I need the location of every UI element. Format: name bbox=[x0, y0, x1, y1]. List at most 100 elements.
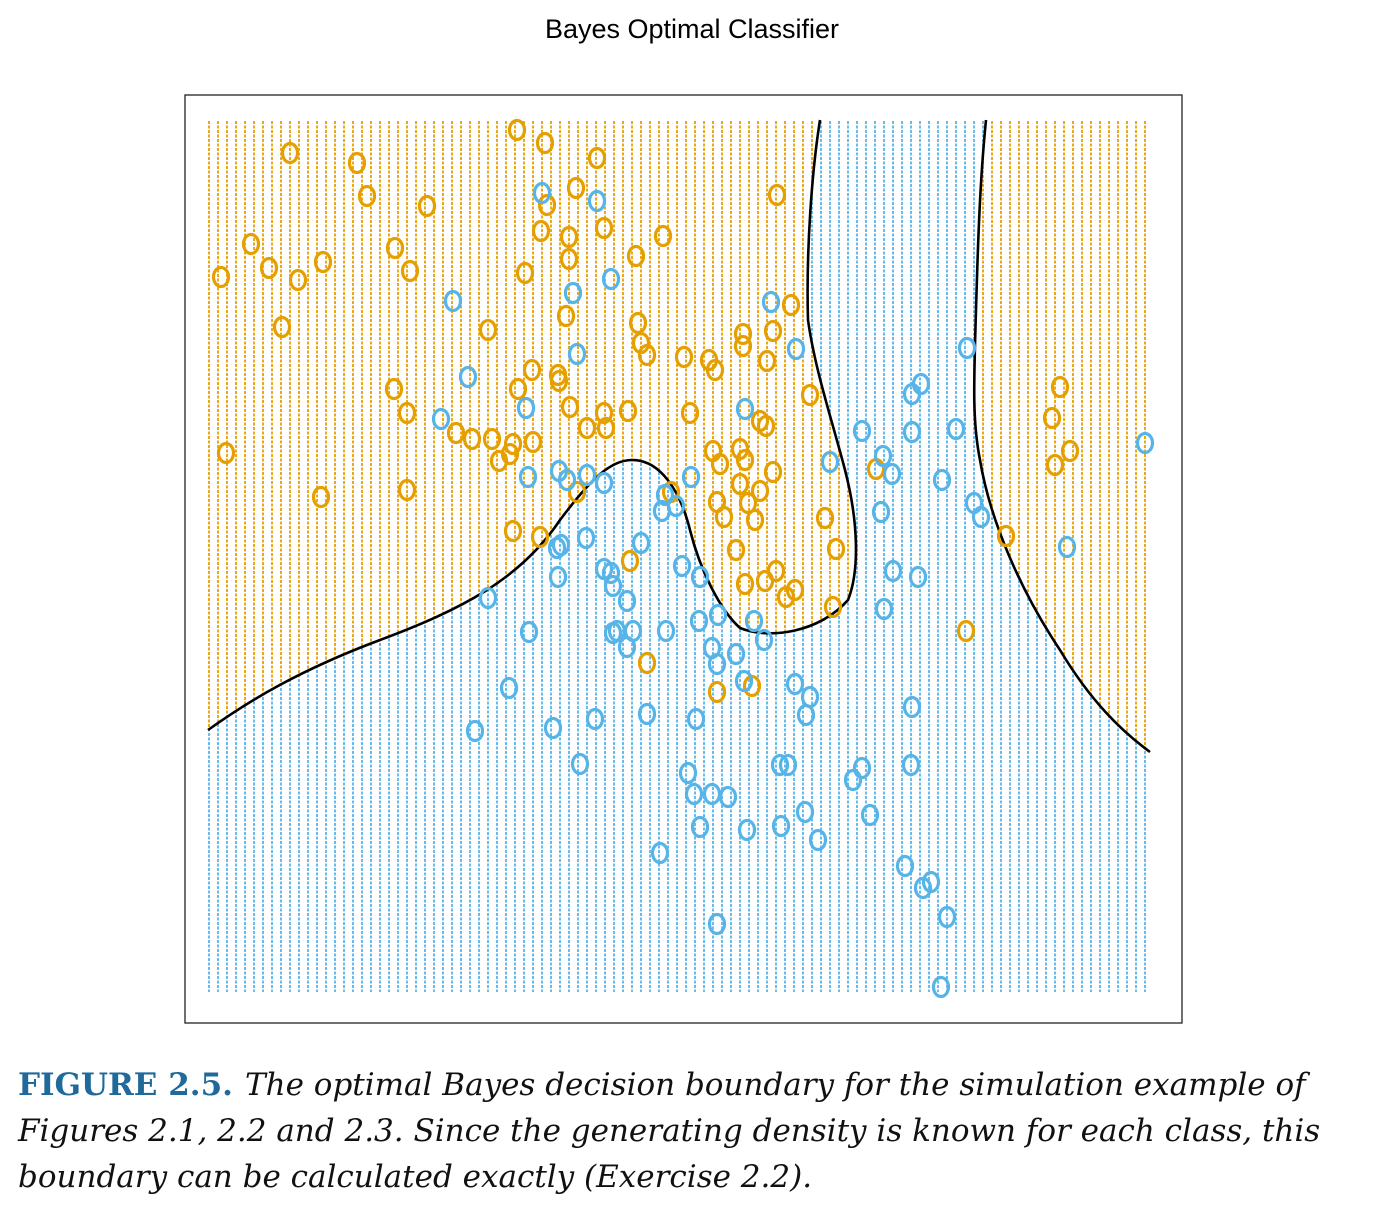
data-point-blue-23 bbox=[577, 463, 597, 487]
data-point-blue-93 bbox=[913, 876, 933, 900]
data-point-orange-87 bbox=[776, 585, 796, 609]
data-point-orange-88 bbox=[823, 595, 843, 619]
data-point-orange-13 bbox=[559, 225, 579, 249]
data-point-blue-46 bbox=[548, 565, 568, 589]
data-point-orange-17 bbox=[559, 247, 579, 271]
data-point-blue-38 bbox=[1057, 535, 1077, 559]
data-point-orange-18 bbox=[626, 244, 646, 268]
data-point-orange-32 bbox=[733, 334, 753, 358]
data-point-blue-69 bbox=[637, 702, 657, 726]
data-point-blue-44 bbox=[883, 559, 903, 583]
data-point-blue-1 bbox=[587, 189, 607, 213]
data-point-orange-44 bbox=[397, 401, 417, 425]
data-point-orange-78 bbox=[503, 519, 523, 543]
data-point-orange-41 bbox=[384, 377, 404, 401]
data-point-orange-25 bbox=[556, 304, 576, 328]
data-point-orange-62 bbox=[710, 452, 730, 476]
data-point-orange-67 bbox=[730, 472, 750, 496]
data-point-blue-5 bbox=[443, 289, 463, 313]
data-point-orange-55 bbox=[482, 427, 502, 451]
data-point-orange-8 bbox=[767, 183, 787, 207]
data-point-blue-70 bbox=[585, 707, 605, 731]
data-point-orange-95 bbox=[1045, 453, 1065, 477]
data-point-orange-60 bbox=[730, 437, 750, 461]
data-point-orange-79 bbox=[530, 525, 550, 549]
data-point-orange-85 bbox=[735, 572, 755, 596]
data-point-blue-39 bbox=[672, 554, 692, 578]
data-point-blue-54 bbox=[603, 621, 623, 645]
data-point-blue-62 bbox=[707, 652, 727, 676]
data-point-orange-46 bbox=[618, 399, 638, 423]
data-point-blue-58 bbox=[754, 628, 774, 652]
data-point-blue-52 bbox=[744, 609, 764, 633]
data-point-orange-69 bbox=[567, 480, 587, 504]
data-point-orange-53 bbox=[446, 421, 466, 445]
figure-caption-text: The optimal Bayes decision boundary for … bbox=[18, 1067, 1321, 1195]
data-point-blue-91 bbox=[895, 854, 915, 878]
data-point-blue-57 bbox=[519, 620, 539, 644]
data-point-orange-15 bbox=[385, 236, 405, 260]
data-point-blue-80 bbox=[678, 761, 698, 785]
data-point-orange-90 bbox=[956, 619, 976, 643]
data-point-blue-59 bbox=[617, 635, 637, 659]
data-point-blue-66 bbox=[796, 703, 816, 727]
data-point-blue-97 bbox=[1135, 431, 1155, 455]
data-point-orange-84 bbox=[755, 569, 775, 593]
data-point-blue-27 bbox=[518, 465, 538, 489]
data-point-orange-91 bbox=[707, 680, 727, 704]
data-point-orange-27 bbox=[478, 318, 498, 342]
data-point-blue-72 bbox=[686, 707, 706, 731]
decision-boundary bbox=[207, 119, 1151, 754]
data-point-orange-74 bbox=[738, 491, 758, 515]
data-point-blue-18 bbox=[873, 444, 893, 468]
figure-label: FIGURE 2.5. bbox=[18, 1067, 233, 1103]
data-point-blue-19 bbox=[820, 450, 840, 474]
data-point-blue-20 bbox=[882, 462, 902, 486]
data-point-blue-61 bbox=[726, 642, 746, 666]
data-point-orange-30 bbox=[733, 322, 753, 346]
data-point-orange-1 bbox=[535, 131, 555, 155]
data-point-orange-9 bbox=[537, 193, 557, 217]
data-point-orange-20 bbox=[211, 265, 231, 289]
data-point-blue-67 bbox=[499, 676, 519, 700]
data-point-blue-12 bbox=[735, 397, 755, 421]
data-point-orange-48 bbox=[680, 401, 700, 425]
decision-boundary-right bbox=[972, 119, 1151, 754]
data-point-orange-22 bbox=[400, 259, 420, 283]
data-point-blue-71 bbox=[543, 716, 563, 740]
data-point-orange-96 bbox=[1060, 439, 1080, 463]
class-region-background bbox=[208, 120, 1152, 992]
data-point-blue-0 bbox=[532, 181, 552, 205]
data-point-orange-37 bbox=[705, 358, 725, 382]
data-point-blue-4 bbox=[761, 290, 781, 314]
data-point-orange-94 bbox=[1042, 406, 1062, 430]
data-point-blue-50 bbox=[708, 603, 728, 627]
data-point-orange-16 bbox=[259, 256, 279, 280]
data-point-orange-76 bbox=[745, 508, 765, 532]
data-point-blue-37 bbox=[631, 531, 651, 555]
data-point-orange-5 bbox=[357, 184, 377, 208]
data-point-orange-0 bbox=[507, 118, 527, 142]
data-point-orange-12 bbox=[653, 224, 673, 248]
data-point-blue-64 bbox=[785, 672, 805, 696]
data-point-blue-49 bbox=[874, 597, 894, 621]
data-point-blue-24 bbox=[557, 468, 577, 492]
data-point-orange-3 bbox=[347, 151, 367, 175]
data-point-blue-87 bbox=[737, 818, 757, 842]
data-point-orange-65 bbox=[216, 441, 236, 465]
data-point-orange-19 bbox=[313, 250, 333, 274]
data-point-blue-28 bbox=[655, 483, 675, 507]
data-point-blue-85 bbox=[860, 803, 880, 827]
data-point-blue-81 bbox=[684, 782, 704, 806]
data-point-orange-42 bbox=[508, 377, 528, 401]
data-point-orange-40 bbox=[549, 369, 569, 393]
data-point-orange-34 bbox=[674, 345, 694, 369]
data-point-orange-43 bbox=[800, 383, 820, 407]
data-point-orange-36 bbox=[757, 349, 777, 373]
data-points bbox=[211, 118, 1155, 999]
data-point-blue-36 bbox=[576, 526, 596, 550]
data-point-blue-90 bbox=[650, 841, 670, 865]
data-point-blue-32 bbox=[971, 505, 991, 529]
data-point-orange-81 bbox=[726, 538, 746, 562]
data-point-blue-76 bbox=[778, 753, 798, 777]
